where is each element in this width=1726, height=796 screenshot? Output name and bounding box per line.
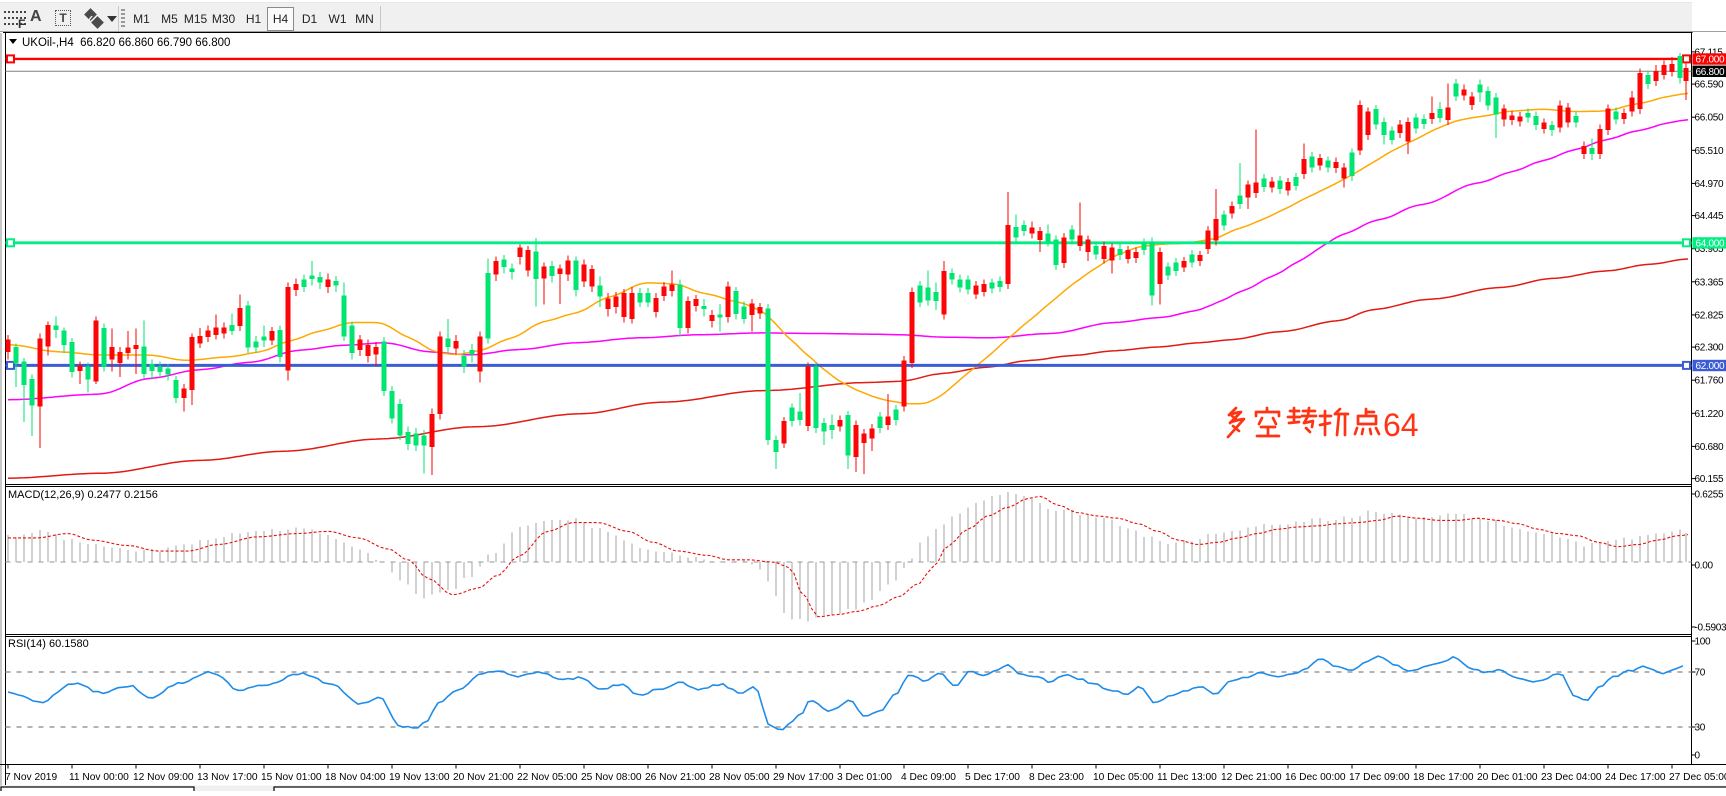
svg-text:24 Dec 17:00: 24 Dec 17:00 [1605,772,1666,783]
svg-text:11 Nov 00:00: 11 Nov 00:00 [69,772,129,783]
svg-text:15 Nov 01:00: 15 Nov 01:00 [261,772,322,783]
svg-text:60.155: 60.155 [1695,474,1725,485]
svg-text:64: 64 [1383,407,1419,443]
svg-text:100: 100 [1695,637,1712,648]
svg-text:22 Nov 05:00: 22 Nov 05:00 [517,772,578,783]
svg-text:61.760: 61.760 [1695,376,1725,387]
svg-text:12 Nov 09:00: 12 Nov 09:00 [133,772,194,783]
svg-text:29 Nov 17:00: 29 Nov 17:00 [773,772,834,783]
svg-text:64.445: 64.445 [1695,211,1725,222]
svg-text:70: 70 [1695,668,1706,679]
svg-text:16 Dec 00:00: 16 Dec 00:00 [1285,772,1346,783]
svg-text:MACD(12,26,9) 0.2477 0.2156: MACD(12,26,9) 0.2477 0.2156 [8,489,158,501]
svg-text:10 Dec 05:00: 10 Dec 05:00 [1093,772,1154,783]
svg-text:17 Dec 09:00: 17 Dec 09:00 [1349,772,1410,783]
svg-text:23 Dec 04:00: 23 Dec 04:00 [1541,772,1602,783]
svg-text:30: 30 [1695,723,1706,734]
svg-text:0: 0 [1695,751,1701,762]
svg-text:66.590: 66.590 [1695,80,1725,91]
svg-text:66.800: 66.800 [1696,67,1726,78]
svg-text:65.510: 65.510 [1695,146,1725,157]
svg-text:27 Dec 05:00: 27 Dec 05:00 [1669,772,1726,783]
svg-text:62.000: 62.000 [1696,361,1726,372]
svg-text:11 Dec 13:00: 11 Dec 13:00 [1157,772,1217,783]
svg-text:20 Dec 01:00: 20 Dec 01:00 [1477,772,1538,783]
svg-text:64.970: 64.970 [1695,179,1725,190]
svg-text:18 Dec 17:00: 18 Dec 17:00 [1413,772,1474,783]
svg-text:62.300: 62.300 [1695,343,1725,354]
svg-text:20 Nov 21:00: 20 Nov 21:00 [453,772,514,783]
svg-text:0.00: 0.00 [1695,561,1714,572]
svg-text:8 Dec 23:00: 8 Dec 23:00 [1029,772,1084,783]
svg-text:28 Nov 05:00: 28 Nov 05:00 [709,772,770,783]
svg-text:13 Nov 17:00: 13 Nov 17:00 [197,772,258,783]
svg-text:4 Dec 09:00: 4 Dec 09:00 [901,772,956,783]
svg-text:5 Dec 17:00: 5 Dec 17:00 [965,772,1020,783]
svg-text:61.220: 61.220 [1695,409,1725,420]
svg-text:3 Dec 01:00: 3 Dec 01:00 [837,772,892,783]
svg-text:66.050: 66.050 [1695,113,1725,124]
svg-text:64.000: 64.000 [1696,239,1726,250]
svg-text:UKOil-,H4 66.820 66.860 66.79: UKOil-,H4 66.820 66.860 66.790 66.800 [22,37,230,49]
svg-text:67.000: 67.000 [1696,55,1726,66]
svg-text:26 Nov 21:00: 26 Nov 21:00 [645,772,706,783]
svg-text:62.825: 62.825 [1695,310,1725,321]
svg-text:RSI(14) 60.1580: RSI(14) 60.1580 [8,638,89,650]
svg-text:12 Dec 21:00: 12 Dec 21:00 [1221,772,1282,783]
svg-text:7 Nov 2019: 7 Nov 2019 [5,772,57,783]
svg-text:60.680: 60.680 [1695,442,1725,453]
svg-text:-0.5903: -0.5903 [1695,623,1726,634]
svg-text:0.6255: 0.6255 [1695,490,1725,501]
svg-text:18 Nov 04:00: 18 Nov 04:00 [325,772,386,783]
svg-text:63.365: 63.365 [1695,277,1725,288]
svg-text:25 Nov 08:00: 25 Nov 08:00 [581,772,642,783]
svg-text:19 Nov 13:00: 19 Nov 13:00 [389,772,450,783]
